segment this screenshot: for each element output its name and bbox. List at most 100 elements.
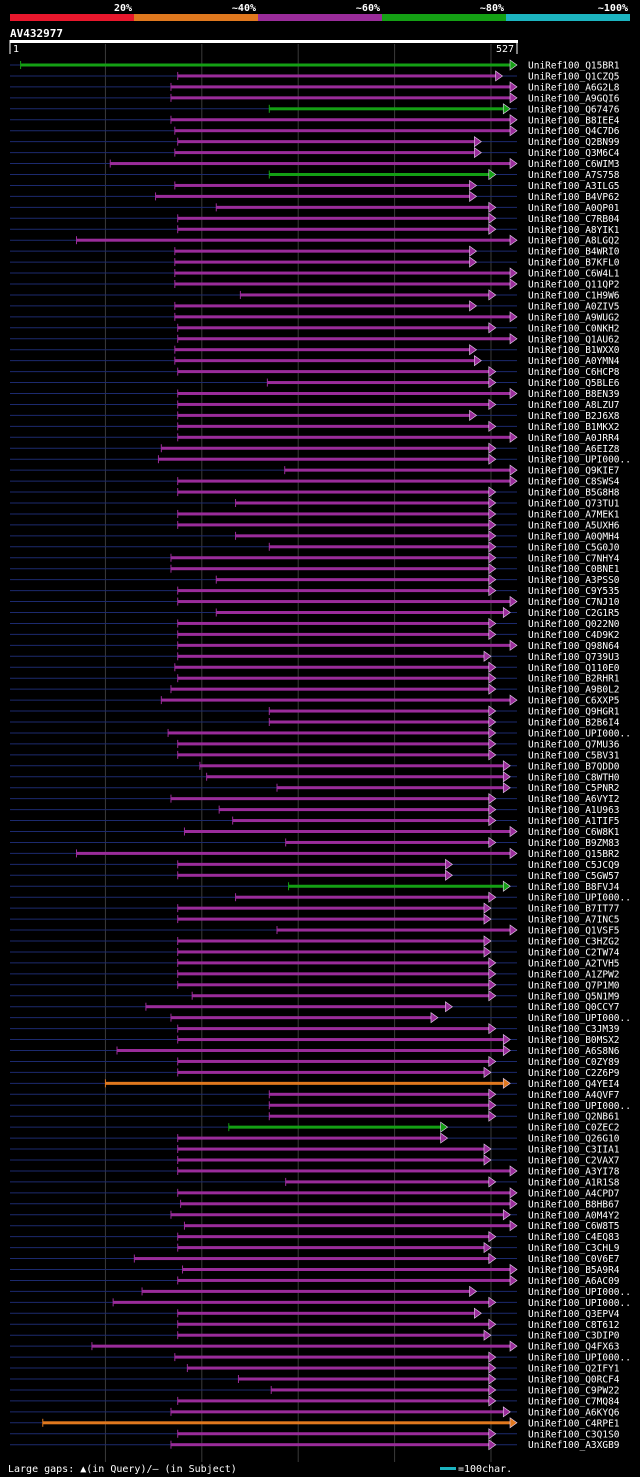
hit-label[interactable]: UniRef100_Q0CCY7 [528,1002,620,1013]
hit-bar[interactable] [177,326,490,330]
hit-label[interactable]: UniRef100_B8IEE4 [528,115,620,126]
hit-label[interactable]: UniRef100_Q2BN99 [528,137,620,148]
hit-label[interactable]: UniRef100_Q7MU36 [528,739,620,750]
hit-bar[interactable] [174,271,512,275]
hit-bar[interactable] [219,808,490,812]
hit-bar[interactable] [177,479,511,483]
hit-bar[interactable] [174,348,471,352]
hit-bar[interactable] [20,63,511,67]
hit-bar[interactable] [269,545,490,549]
hit-bar[interactable] [285,840,490,844]
hit-bar[interactable] [177,1158,485,1162]
hit-label[interactable]: UniRef100_C6XXP5 [528,696,620,707]
hit-label[interactable]: UniRef100_C2G1R5 [528,608,620,619]
hit-bar[interactable] [174,665,490,669]
hit-label[interactable]: UniRef100_A1TIF5 [528,816,620,827]
hit-bar[interactable] [177,917,485,921]
hit-label[interactable]: UniRef100_Q2NB61 [528,1112,620,1123]
hit-label[interactable]: UniRef100_C5PNR2 [528,783,620,794]
hit-bar[interactable] [110,162,511,166]
hit-label[interactable]: UniRef100_C0NKH2 [528,323,620,334]
hit-bar[interactable] [240,293,490,297]
hit-label[interactable]: UniRef100_UPI000.. [528,1101,631,1112]
hit-label[interactable]: UniRef100_Q9HGR1 [528,707,620,718]
hit-bar[interactable] [177,490,490,494]
hit-bar[interactable] [182,1268,511,1271]
hit-label[interactable]: UniRef100_B1WXX0 [528,345,620,356]
hit-bar[interactable] [177,621,490,625]
hit-bar[interactable] [76,238,512,242]
hit-label[interactable]: UniRef100_C4EQ83 [528,1232,620,1243]
hit-label[interactable]: UniRef100_Q26G10 [528,1134,620,1145]
hit-label[interactable]: UniRef100_C7RB04 [528,214,620,225]
hit-bar[interactable] [177,1191,511,1195]
hit-bar[interactable] [177,1432,490,1436]
hit-bar[interactable] [177,1169,511,1173]
hit-label[interactable]: UniRef100_Q15BR1 [528,61,620,72]
hit-label[interactable]: UniRef100_Q739U3 [528,652,620,663]
hit-label[interactable]: UniRef100_UPI000.. [528,1013,631,1024]
hit-label[interactable]: UniRef100_C0ZEC2 [528,1123,620,1134]
hit-bar[interactable] [177,1147,485,1151]
hit-label[interactable]: UniRef100_A6KYQ6 [528,1407,620,1418]
hit-label[interactable]: UniRef100_C0ZY89 [528,1057,620,1068]
hit-bar[interactable] [170,96,511,100]
hit-bar[interactable] [269,1103,490,1107]
hit-label[interactable]: UniRef100_UPI000.. [528,1287,631,1298]
hit-label[interactable]: UniRef100_A9WUG2 [528,312,620,323]
hit-bar[interactable] [161,698,511,702]
hit-bar[interactable] [177,337,511,341]
hit-label[interactable]: UniRef100_A9GQI6 [528,93,620,104]
hit-label[interactable]: UniRef100_C7NJ10 [528,597,620,608]
hit-bar[interactable] [174,1355,490,1359]
hit-label[interactable]: UniRef100_C7MQ84 [528,1396,620,1407]
hit-bar[interactable] [177,392,511,395]
hit-bar[interactable] [267,381,490,385]
hit-label[interactable]: UniRef100_Q2IFY1 [528,1364,620,1375]
hit-label[interactable]: UniRef100_Q1CZQ5 [528,71,620,82]
hit-label[interactable]: UniRef100_C3Q1S0 [528,1429,620,1440]
hit-label[interactable]: UniRef100_B7QDD0 [528,761,620,772]
hit-bar[interactable] [177,1246,485,1250]
hit-bar[interactable] [170,1213,505,1217]
hit-label[interactable]: UniRef100_C3HZG2 [528,937,620,948]
hit-label[interactable]: UniRef100_C6WIM3 [528,159,620,170]
hit-bar[interactable] [177,370,490,374]
hit-label[interactable]: UniRef100_A9B0L2 [528,685,620,696]
hit-bar[interactable] [170,118,511,122]
hit-bar[interactable] [145,1005,447,1009]
hit-bar[interactable] [174,304,471,308]
hit-label[interactable]: UniRef100_B8HB67 [528,1199,620,1210]
hit-bar[interactable] [155,194,471,198]
hit-bar[interactable] [170,797,490,801]
hit-label[interactable]: UniRef100_C3IIA1 [528,1145,620,1156]
hit-label[interactable]: UniRef100_Q1VSF5 [528,926,620,937]
hit-bar[interactable] [199,764,505,768]
hit-bar[interactable] [177,1278,511,1282]
hit-bar[interactable] [177,1322,490,1326]
hit-bar[interactable] [91,1344,511,1348]
hit-label[interactable]: UniRef100_C6W4L1 [528,269,620,280]
hit-label[interactable]: UniRef100_B2RHR1 [528,674,620,685]
hit-label[interactable]: UniRef100_A7INC5 [528,915,620,926]
hit-label[interactable]: UniRef100_A6VYI2 [528,794,620,805]
hit-bar[interactable] [177,435,511,439]
hit-label[interactable]: UniRef100_UPI000.. [528,1298,631,1309]
hit-label[interactable]: UniRef100_A2TVH5 [528,958,620,969]
hit-bar[interactable] [177,512,490,516]
hit-bar[interactable] [177,643,511,647]
hit-label[interactable]: UniRef100_Q4YEI4 [528,1079,620,1090]
hit-bar[interactable] [177,1136,442,1140]
hit-label[interactable]: UniRef100_Q15BR2 [528,849,620,860]
hit-bar[interactable] [271,1388,490,1392]
hit-label[interactable]: UniRef100_C6W8T5 [528,1221,620,1232]
hit-bar[interactable] [238,1377,490,1381]
hit-bar[interactable] [170,85,511,89]
hit-bar[interactable] [177,1399,490,1403]
hit-label[interactable]: UniRef100_C0V6E7 [528,1254,620,1265]
hit-label[interactable]: UniRef100_A5UXH6 [528,520,620,531]
hit-bar[interactable] [269,709,490,713]
hit-bar[interactable] [184,830,511,833]
hit-bar[interactable] [276,928,511,932]
hit-bar[interactable] [170,1410,505,1414]
